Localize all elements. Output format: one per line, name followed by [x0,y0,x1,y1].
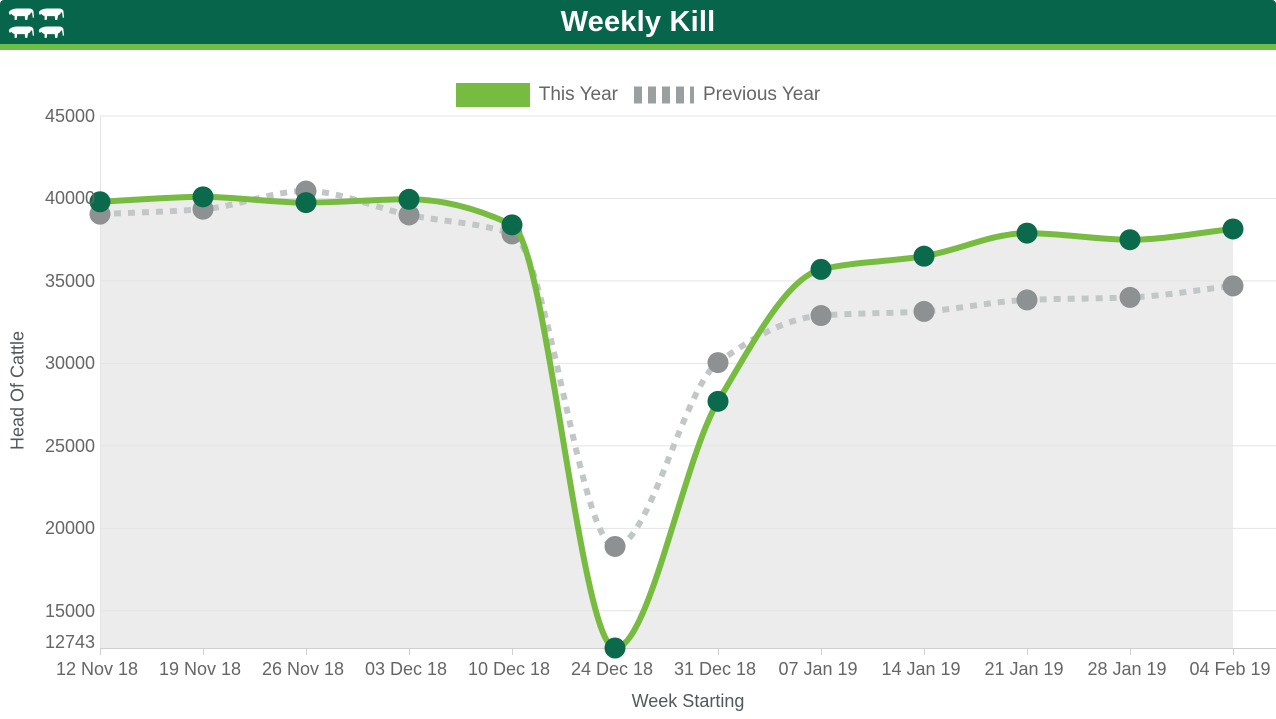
y-axis-label: 12743 [44,632,95,652]
x-axis-label: 10 Dec 18 [467,659,551,679]
previous-year-point-14-jan-19[interactable] [913,300,935,322]
this-year-point-14-jan-19[interactable] [913,245,935,267]
this-year-point-03-dec-18[interactable] [398,188,420,210]
x-axis-label: 07 Jan 19 [778,659,858,679]
previous-year-point-03-dec-18[interactable] [398,204,420,226]
header-accent-stripe [0,44,1276,50]
x-axis-label: 28 Jan 19 [1087,659,1167,679]
y-axis-label: 40000 [44,188,95,209]
this-year-point-07-jan-19[interactable] [810,258,832,280]
legend-label: Previous Year [702,84,821,105]
x-axis-label: 19 Nov 18 [158,659,242,679]
this-year-point-24-dec-18[interactable] [604,637,626,659]
previous-year-point-28-jan-19[interactable] [1119,286,1141,308]
y-axis-label: 30000 [44,353,95,374]
previous-year-point-07-jan-19[interactable] [810,305,832,327]
this-year-point-28-jan-19[interactable] [1119,229,1141,251]
previous-year-swatch-icon [633,86,694,104]
x-axis-label: 24 Dec 18 [570,659,654,679]
x-axis-label: 04 Feb 19 [1189,659,1271,679]
x-axis-label: 21 Jan 19 [984,659,1064,679]
this-year-point-10-dec-18[interactable] [501,214,523,236]
this-year-point-12-nov-18[interactable] [89,191,111,213]
y-axis-label: 20000 [44,518,95,539]
previous-year-point-31-dec-18[interactable] [707,352,729,374]
previous-year-point-04-feb-19[interactable] [1222,275,1244,297]
this-year-point-26-nov-18[interactable] [295,192,317,214]
legend-label: This Year [538,84,618,105]
plot-area [89,115,1276,659]
x-axis-label: 14 Jan 19 [881,659,961,679]
header: Weekly Kill [0,0,1276,44]
cow-icon [38,26,65,38]
this-year-point-31-dec-18[interactable] [707,390,729,412]
cattle-logo [8,6,65,40]
legend-item-previous-year[interactable]: Previous Year [632,83,820,107]
cow-icon [8,8,35,20]
chart-legend: This Year Previous Year [0,83,1276,107]
x-axis-label: 03 Dec 18 [364,659,448,679]
y-axis-label: 25000 [44,435,95,456]
y-axis-label: 35000 [44,270,95,291]
this-year-point-21-jan-19[interactable] [1016,222,1038,244]
cow-icon [8,26,35,38]
x-axis-label: 12 Nov 18 [55,659,139,679]
x-axis-title: Week Starting [631,691,745,711]
page-title: Weekly Kill [560,6,716,38]
y-axis-label: 15000 [44,600,95,621]
this-year-swatch-icon [455,83,530,107]
legend-item-this-year[interactable]: This Year [455,83,618,107]
cow-icon [38,8,65,20]
weekly-kill-chart: This Year Previous Year Head Of Cattle W… [0,50,1276,719]
y-axis-label: 45000 [44,106,95,126]
this-year-point-19-nov-18[interactable] [192,186,214,208]
previous-year-point-24-dec-18[interactable] [604,535,626,557]
x-axis-label: 26 Nov 18 [261,659,345,679]
this-year-area-fill [100,196,1233,648]
x-axis-label: 31 Dec 18 [673,659,757,679]
previous-year-point-21-jan-19[interactable] [1016,289,1038,311]
this-year-point-04-feb-19[interactable] [1222,218,1244,240]
